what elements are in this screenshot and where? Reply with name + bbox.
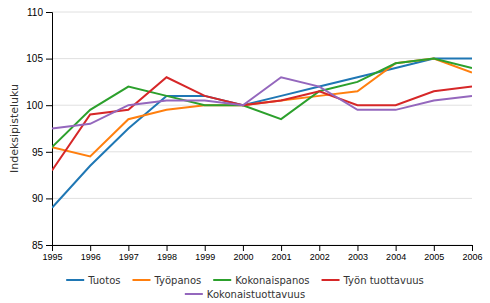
- x-tick-label: 2003: [348, 252, 368, 262]
- x-tick-label: 2002: [310, 252, 330, 262]
- series-line: [52, 77, 472, 128]
- x-tick-mark: [472, 245, 473, 251]
- plot: 1995 1996 1997 1998 1999 2000 2001 2002 2003 2004…: [26, 7, 482, 263]
- legend-label: Tuotos: [87, 275, 120, 286]
- x-tick: 1999: [195, 245, 215, 262]
- x-tick-label: 2005: [424, 252, 444, 262]
- legend-item: Kokonaistuottavuus: [185, 289, 305, 300]
- x-tick-mark: [90, 245, 91, 251]
- y-tick-label: 110: [27, 7, 43, 18]
- legend-item: Tuotos: [66, 275, 120, 286]
- y-tick: 95: [32, 147, 52, 158]
- y-tick-label: 100: [26, 100, 43, 111]
- legend: Tuotos Työpanos Kokonaispanos Työn tuottavu…: [66, 275, 424, 300]
- x-tick: 1996: [81, 245, 101, 262]
- x-tick: 2003: [348, 245, 368, 262]
- x-tick: 1997: [119, 245, 139, 262]
- grid-line: [52, 58, 472, 59]
- y-tick: 105: [26, 53, 52, 64]
- y-tick-mark: [46, 152, 52, 153]
- y-tick-label: 85: [32, 240, 44, 251]
- y-tick: 85: [32, 240, 52, 251]
- legend-swatch: [213, 279, 231, 281]
- series-line: [52, 59, 472, 208]
- x-tick: 2000: [233, 245, 253, 262]
- x-tick-label: 2006: [462, 252, 482, 262]
- grid: [52, 12, 472, 245]
- grid-line: [52, 105, 472, 106]
- grid-line: [52, 198, 472, 199]
- x-tick-mark: [434, 245, 435, 251]
- x-tick: 2002: [310, 245, 330, 262]
- x-tick-label: 2004: [386, 252, 406, 262]
- legend-label: Työpanos: [153, 275, 201, 286]
- x-tick-mark: [357, 245, 358, 251]
- series-line: [52, 77, 472, 170]
- series-line: [52, 59, 472, 157]
- y-tick: 110: [27, 7, 52, 18]
- legend-item: Työn tuottavuus: [322, 275, 424, 286]
- x-tick-label: 1997: [119, 252, 139, 262]
- x-tick: 1995: [42, 245, 62, 262]
- y-tick-label: 105: [26, 53, 43, 64]
- x-tick-mark: [243, 245, 244, 251]
- y-tick-mark: [46, 245, 52, 246]
- legend-label: Työn tuottavuus: [343, 275, 424, 286]
- x-axis: 1995 1996 1997 1998 1999 2000 2001 2002 2003 2004…: [42, 245, 482, 262]
- y-tick-mark: [46, 198, 52, 199]
- grid-line: [52, 12, 472, 13]
- x-tick-mark: [205, 245, 206, 251]
- y-tick-label: 90: [32, 193, 44, 204]
- x-tick-mark: [396, 245, 397, 251]
- legend-label: Kokonaistuottavuus: [207, 289, 305, 300]
- legend-swatch: [185, 293, 203, 295]
- x-tick: 2001: [272, 245, 292, 262]
- y-axis: 85 90 95 100 105 110: [26, 7, 52, 251]
- x-tick-label: 1995: [42, 252, 62, 262]
- x-tick: 2006: [462, 245, 482, 262]
- x-tick-mark: [167, 245, 168, 251]
- x-tick: 2005: [424, 245, 444, 262]
- x-tick: 2004: [386, 245, 406, 262]
- x-tick-label: 2000: [233, 252, 253, 262]
- y-axis-title: Indeksipisteluku: [8, 84, 21, 173]
- y-tick-mark: [46, 12, 52, 13]
- chart: 1995 1996 1997 1998 1999 2000 2001 2002 2003 2004…: [0, 0, 490, 303]
- x-tick-label: 2001: [272, 252, 292, 262]
- y-tick-label: 95: [32, 147, 44, 158]
- legend-swatch: [132, 279, 150, 281]
- x-tick: 1998: [157, 245, 177, 262]
- legend-label: Kokonaispanos: [235, 275, 309, 286]
- y-tick: 100: [26, 100, 52, 111]
- y-tick: 90: [32, 193, 52, 204]
- x-axis-line: [53, 246, 473, 252]
- legend-swatch: [66, 279, 84, 281]
- x-tick-label: 1998: [157, 252, 177, 262]
- y-tick-mark: [46, 105, 52, 106]
- legend-swatch: [322, 279, 340, 281]
- x-tick-label: 1999: [195, 252, 215, 262]
- grid-line: [52, 151, 472, 152]
- y-axis-line: [46, 13, 53, 246]
- y-tick-mark: [46, 59, 52, 60]
- x-tick-mark: [319, 245, 320, 251]
- lines: [52, 59, 472, 208]
- x-tick-mark: [128, 245, 129, 251]
- x-tick-label: 1996: [81, 252, 101, 262]
- x-tick-mark: [281, 245, 282, 251]
- legend-item: Työpanos: [132, 275, 201, 286]
- legend-item: Kokonaispanos: [213, 275, 309, 286]
